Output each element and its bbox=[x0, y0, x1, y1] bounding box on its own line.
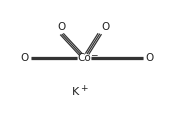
Text: K: K bbox=[72, 87, 80, 97]
Text: O: O bbox=[145, 53, 154, 63]
Text: O: O bbox=[58, 22, 66, 32]
Text: Co: Co bbox=[77, 53, 91, 63]
Text: O: O bbox=[101, 22, 110, 32]
Text: O: O bbox=[21, 53, 29, 63]
Text: +: + bbox=[80, 84, 87, 93]
Text: −: − bbox=[90, 50, 97, 59]
